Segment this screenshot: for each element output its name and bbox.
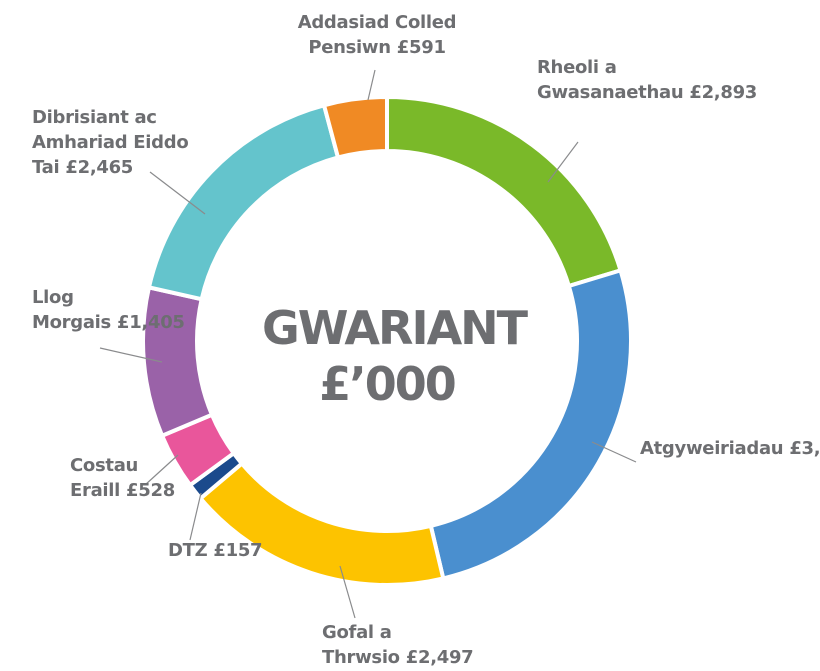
leader-line <box>367 69 376 101</box>
leader-line <box>339 565 356 619</box>
slice-label: Atgyweiriadau£3,696 <box>640 436 820 461</box>
slice-label: Rheoli a Gwasanaethau £2,893 <box>537 55 757 105</box>
value-label: £591 <box>396 37 446 58</box>
chart-title: GWARIANT £’000 <box>262 301 528 411</box>
category-label: Rheoli a Gwasanaethau <box>537 57 684 103</box>
leader-line <box>144 454 179 486</box>
category-label: Dibrisiant ac Amhariad Eiddo Tai <box>32 107 189 178</box>
category-label: Atgyweiriadau <box>640 438 784 459</box>
donut-slice <box>385 94 624 289</box>
leader-line <box>189 492 202 541</box>
slice-label: DTZ £157 <box>168 538 263 563</box>
value-label: £1,405 <box>116 312 185 333</box>
leader-line <box>149 171 206 215</box>
value-label: £2,465 <box>65 157 134 178</box>
slice-label: Addasiad Colled Pensiwn £591 <box>282 10 472 60</box>
donut-slice <box>321 94 389 160</box>
category-label: Costau Eraill <box>70 455 139 501</box>
value-label: £157 <box>213 540 263 561</box>
value-label: £528 <box>126 480 175 501</box>
leader-line <box>591 441 637 463</box>
category-label: Gofal a Thrwsio <box>322 622 400 668</box>
slice-label: Llog Morgais £1,405 <box>32 285 185 335</box>
slice-label: Dibrisiant ac Amhariad Eiddo Tai £2,465 <box>32 105 232 180</box>
value-label: £3,696 <box>789 438 820 459</box>
category-label: Addasiad Colled Pensiwn <box>297 12 457 58</box>
donut-slice <box>197 460 446 587</box>
value-label: £2,497 <box>405 647 474 668</box>
leader-line <box>547 141 579 183</box>
category-label: DTZ <box>168 540 208 561</box>
slice-label: Costau Eraill £528 <box>70 453 175 503</box>
leader-line <box>99 347 163 363</box>
value-label: £2,893 <box>689 82 758 103</box>
slice-label: Gofal a Thrwsio £2,497 <box>322 620 522 670</box>
donut-slice <box>141 284 215 439</box>
category-label: Llog Morgais <box>32 287 111 333</box>
